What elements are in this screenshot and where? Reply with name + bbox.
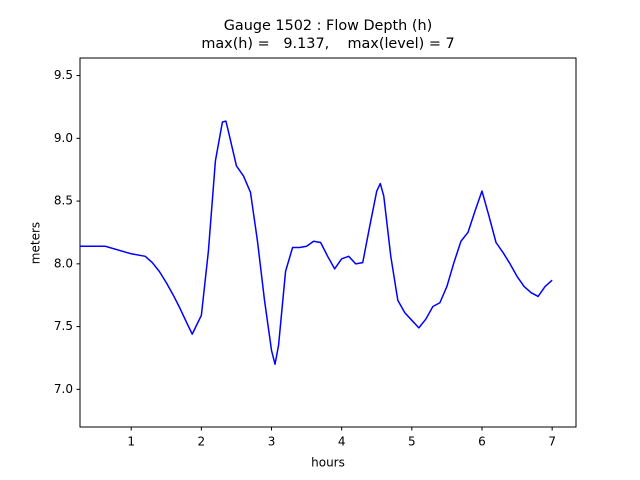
y-tick-label: 8.5 [54,194,73,208]
plot-frame [79,57,577,428]
x-tick-label: 2 [198,435,206,449]
y-tick-label: 7.5 [54,319,73,333]
data-line [80,120,553,365]
x-tick-label: 4 [338,435,346,449]
x-tick-label: 7 [548,435,556,449]
x-tick-label: 6 [478,435,486,449]
y-tick-label: 9.5 [54,68,73,82]
x-tick-label: 1 [127,435,135,449]
y-tick-label: 9.0 [54,131,73,145]
chart-subtitle: max(h) = 9.137, max(level) = 7 [201,36,454,52]
x-tick-label: 3 [268,435,276,449]
x-tick-label: 5 [408,435,416,449]
x-axis-label: hours [311,456,345,470]
y-axis-label: meters [29,222,43,264]
chart-title: Gauge 1502 : Flow Depth (h) [224,18,432,34]
y-tick-label: 8.0 [54,256,73,270]
y-tick-label: 7.0 [54,382,73,396]
